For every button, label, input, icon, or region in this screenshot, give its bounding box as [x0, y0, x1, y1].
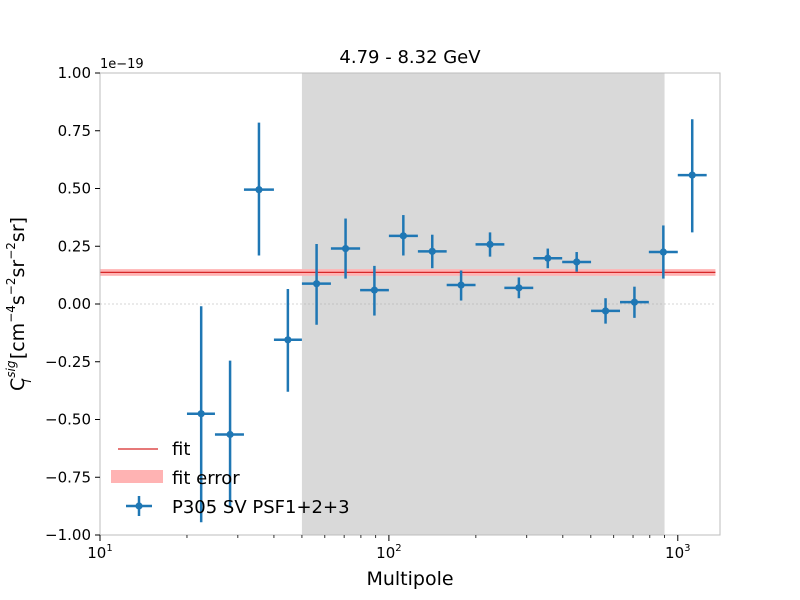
- data-point: [360, 265, 389, 316]
- data-point: [504, 277, 534, 299]
- data-marker: [370, 286, 379, 294]
- data-point: [186, 306, 215, 523]
- legend: fit fit error P305 SV PSF1+2+3: [111, 439, 350, 518]
- data-marker: [457, 281, 465, 289]
- data-marker: [486, 240, 494, 249]
- y-tick-label: −1.00: [45, 526, 91, 544]
- legend-swatch-data: [126, 496, 152, 516]
- y-axis-label: Csigl [cm−4s−2sr−2sr]: [4, 217, 34, 391]
- svg-text:Csigl [cm−4s−2sr−2sr]: Csigl [cm−4s−2sr−2sr]: [4, 217, 34, 391]
- y-axis-label-units-3: s: [7, 295, 29, 305]
- data-marker: [255, 186, 263, 194]
- data-marker: [197, 410, 205, 418]
- data-point: [533, 248, 563, 269]
- x-axis-label: Multipole: [366, 568, 453, 590]
- y-axis-label-units-6: −2: [4, 242, 18, 260]
- data-marker: [573, 258, 581, 266]
- y-axis-label-sup: sig: [4, 360, 18, 378]
- data-point: [417, 234, 447, 269]
- y-tick-label: 1.00: [58, 64, 91, 82]
- data-marker: [399, 232, 407, 240]
- y-tick-label: −0.50: [45, 411, 91, 429]
- y-tick-label: 0.75: [58, 122, 91, 140]
- data-points: [186, 119, 707, 523]
- data-marker: [630, 298, 639, 306]
- y-axis-label-units-7: sr]: [7, 217, 29, 242]
- chart-title: 4.79 - 8.32 GeV: [339, 47, 481, 68]
- data-point: [243, 122, 274, 256]
- data-marker: [515, 284, 523, 292]
- data-point: [620, 286, 649, 318]
- data-point: [562, 252, 592, 272]
- data-point: [475, 232, 505, 257]
- x-tick-label: 102: [376, 543, 401, 562]
- data-point: [446, 270, 476, 301]
- y-axis-label-symbol: C: [7, 378, 29, 391]
- data-marker: [601, 307, 610, 315]
- data-marker: [226, 430, 234, 439]
- y-scale-offset-label: 1e−19: [100, 57, 144, 72]
- data-point: [591, 298, 621, 324]
- y-axis-label-units-4: −2: [4, 277, 18, 295]
- x-axis-ticks: 101 102 103: [87, 535, 691, 562]
- y-axis-label-units-5: sr: [7, 260, 29, 278]
- y-axis-label-units-1: [cm: [7, 323, 29, 359]
- data-marker: [312, 280, 321, 288]
- data-point: [330, 218, 361, 279]
- legend-label-fit: fit: [172, 439, 190, 460]
- data-point: [273, 288, 302, 392]
- y-tick-label: −0.75: [45, 468, 91, 486]
- data-point: [388, 215, 418, 256]
- data-marker: [428, 247, 436, 255]
- y-tick-label: 0.50: [58, 180, 91, 198]
- data-marker: [659, 248, 667, 256]
- data-marker: [284, 336, 292, 344]
- y-tick-label: 0.00: [58, 295, 91, 313]
- x-tick-label: 101: [87, 543, 112, 562]
- data-point: [677, 119, 707, 233]
- legend-label-data: P305 SV PSF1+2+3: [172, 497, 350, 518]
- legend-label-fit-error: fit error: [172, 468, 240, 489]
- data-marker: [544, 254, 552, 262]
- data-point: [301, 243, 331, 325]
- y-tick-label: −0.25: [45, 353, 91, 371]
- plot-area: [99, 72, 721, 536]
- y-axis-label-sub: l: [20, 379, 34, 383]
- data-point: [648, 225, 678, 279]
- legend-swatch-fit-error: [111, 470, 163, 483]
- y-axis-label-units-2: −4: [4, 305, 18, 323]
- x-tick-label: 103: [665, 543, 690, 562]
- data-point: [214, 360, 244, 508]
- data-marker: [688, 171, 696, 179]
- data-marker: [341, 244, 350, 253]
- y-axis-ticks: −1.00 −0.75 −0.50 −0.25 0.00 0.25 0.50 0.75 1.00: [45, 64, 100, 544]
- y-tick-label: 0.25: [58, 237, 91, 255]
